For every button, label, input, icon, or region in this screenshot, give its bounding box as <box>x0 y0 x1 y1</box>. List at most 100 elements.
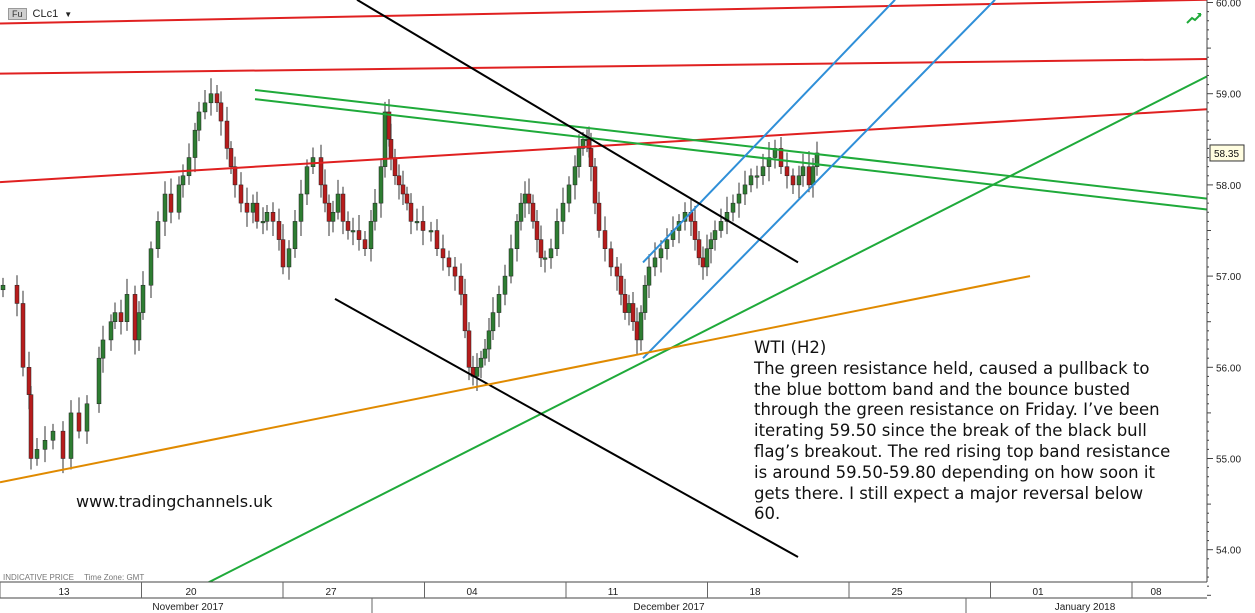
candle <box>60 421 66 474</box>
candle <box>20 290 26 377</box>
candle <box>466 322 472 381</box>
x-day-label: 13 <box>58 587 70 598</box>
candle <box>96 346 102 413</box>
candle <box>462 278 468 339</box>
candle <box>566 176 572 213</box>
candle <box>148 241 154 298</box>
candle <box>742 170 748 205</box>
candle <box>136 301 142 351</box>
candle <box>542 250 548 273</box>
candle <box>118 299 124 335</box>
candle <box>176 176 182 220</box>
candle <box>646 254 652 298</box>
chart-header: Fu CLc1 ▼ <box>8 8 72 20</box>
candle <box>155 211 161 258</box>
candle <box>28 385 34 470</box>
candle <box>580 132 586 156</box>
symbol-selector[interactable]: CLc1 <box>32 8 59 20</box>
trend-up-icon[interactable] <box>1186 12 1202 24</box>
svg-text:58.35: 58.35 <box>1214 149 1239 160</box>
candle <box>168 178 174 224</box>
indicative-footer: INDICATIVE PRICE Time Zone: GMT <box>3 573 152 582</box>
candle <box>378 159 384 218</box>
note-body: The green resistance held, caused a pull… <box>754 358 1171 524</box>
candle <box>614 256 620 291</box>
x-day-label: 20 <box>185 587 197 598</box>
candle <box>602 216 608 262</box>
candle <box>50 423 56 450</box>
x-day-label: 25 <box>891 587 903 598</box>
candle <box>696 230 702 266</box>
candle <box>414 208 420 231</box>
candle <box>814 141 820 176</box>
candle <box>470 355 476 386</box>
trendline-green-2 <box>254 98 1208 211</box>
time-axis: 13 20 27 04 11 18 25 01 08 November 2017 December … <box>0 581 1207 613</box>
candle <box>244 187 250 227</box>
x-month-label: January 2018 <box>1055 602 1116 613</box>
price-axis: 60.00 59.00 58.00 57.00 56.00 55.00 54.00 58.35 <box>1206 0 1255 613</box>
candle <box>440 234 446 271</box>
candle <box>280 224 286 275</box>
trendline-blue-2 <box>642 0 996 359</box>
candle <box>486 318 492 362</box>
x-day-label: 18 <box>749 587 761 598</box>
candle <box>162 181 168 236</box>
candle <box>724 196 730 235</box>
candle <box>356 214 362 251</box>
candle <box>132 285 138 355</box>
candle <box>508 234 514 284</box>
candle <box>618 263 624 306</box>
candle <box>68 400 74 470</box>
x-day-label: 01 <box>1032 587 1044 598</box>
candle <box>736 182 742 218</box>
candle <box>310 147 316 174</box>
candle <box>84 395 90 444</box>
candle <box>608 241 614 277</box>
candle <box>286 240 292 280</box>
candle <box>428 221 434 242</box>
candle <box>202 90 208 120</box>
candle <box>340 186 346 235</box>
y-tick-label: 55.00 <box>1216 455 1241 466</box>
candle <box>796 165 802 200</box>
candle <box>276 208 282 251</box>
candle <box>420 205 426 246</box>
candle <box>392 148 398 185</box>
candle <box>446 250 452 277</box>
candle <box>452 256 458 291</box>
candle <box>292 209 298 258</box>
x-day-label: 08 <box>1150 587 1162 598</box>
candle <box>330 200 336 233</box>
y-tick-label: 59.00 <box>1216 90 1241 101</box>
candle <box>264 204 270 231</box>
candle <box>592 157 598 215</box>
candle <box>372 189 378 231</box>
candle <box>214 85 220 112</box>
website-watermark: www.tradingchannels.uk <box>76 492 273 511</box>
chevron-down-icon[interactable]: ▼ <box>64 9 73 19</box>
trendlines <box>0 0 1208 597</box>
candle <box>140 271 146 320</box>
candle <box>434 219 440 257</box>
candle <box>218 91 224 136</box>
trendline-red-1 <box>0 0 1208 25</box>
last-price-tag: 58.35 <box>1209 144 1245 162</box>
trendline-blue-1 <box>642 0 896 264</box>
trendline-black-1 <box>356 0 799 264</box>
candle <box>530 194 536 229</box>
candle <box>806 151 812 193</box>
timezone-label: Time Zone: GMT <box>84 573 145 582</box>
candle <box>335 179 341 220</box>
candle <box>622 278 628 320</box>
candle <box>560 187 566 235</box>
candle <box>642 275 648 320</box>
candle <box>34 437 40 466</box>
candle <box>652 242 658 277</box>
trendline-black-2 <box>334 298 799 558</box>
x-month-label: November 2017 <box>152 602 224 613</box>
candle <box>180 164 186 198</box>
candle <box>496 285 502 328</box>
candle <box>518 193 524 231</box>
candle <box>14 275 20 317</box>
